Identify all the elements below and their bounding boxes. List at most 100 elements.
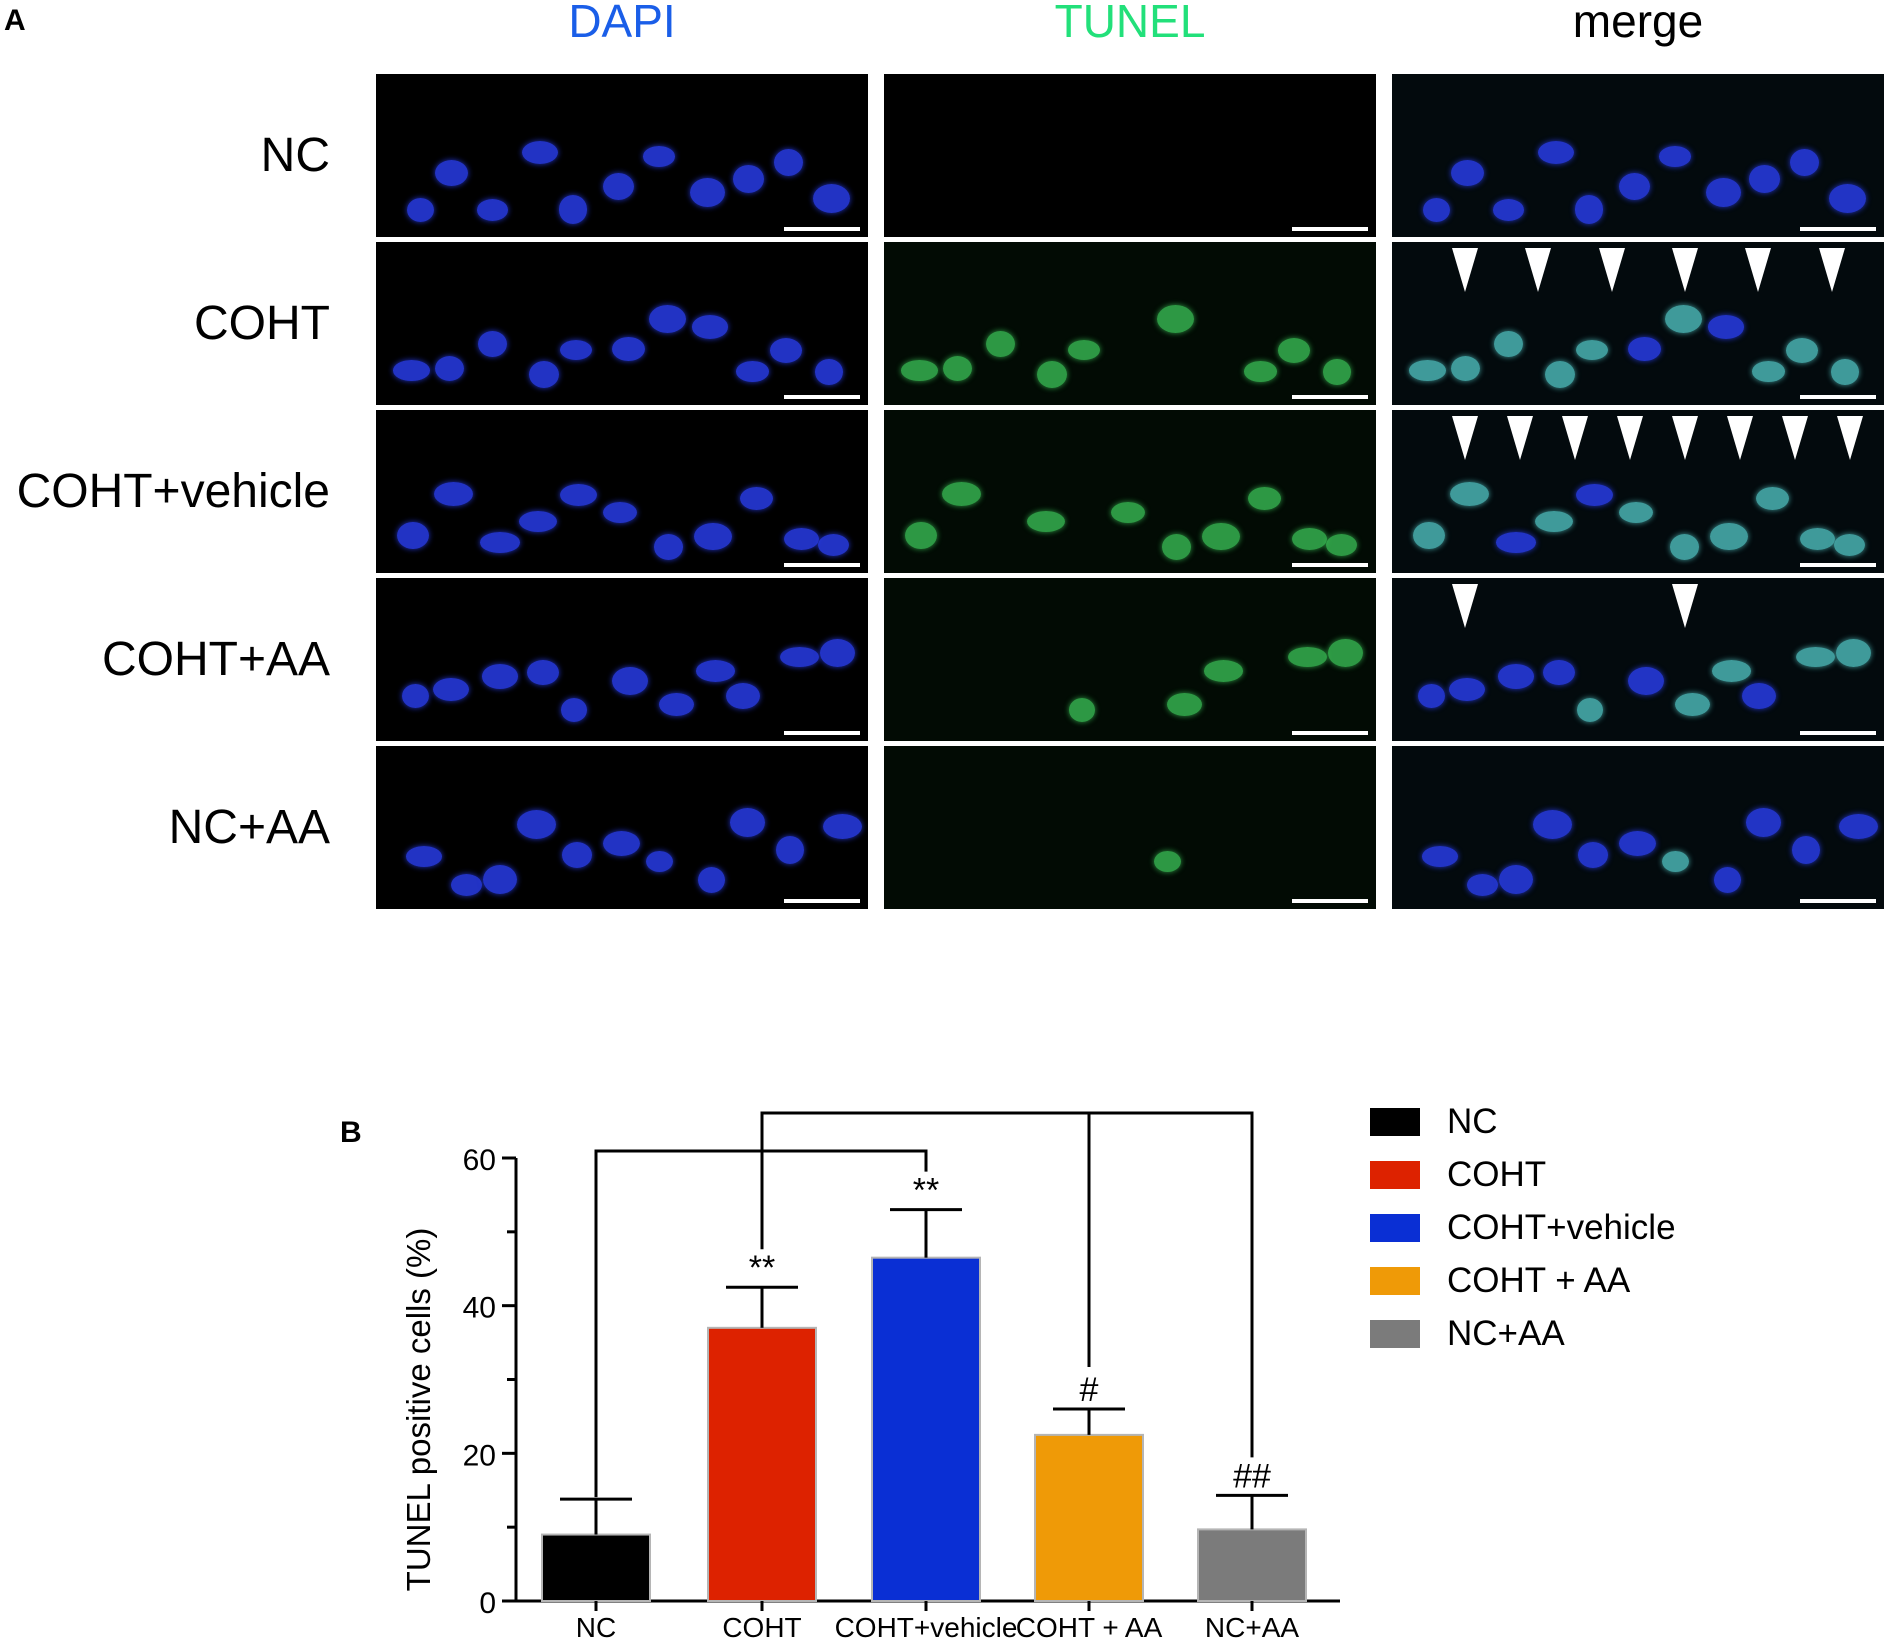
comparison-bracket-aa (760, 1111, 1254, 1458)
cell-nucleus (645, 851, 673, 873)
x-tick-label: NC+AA (1205, 1612, 1299, 1642)
row-label-coht-aa: COHT+AA (101, 633, 330, 686)
cell-nucleus (1287, 646, 1327, 668)
column-header-tunel: TUNEL (1054, 0, 1206, 47)
cell-nucleus (740, 486, 774, 511)
scale-bar (784, 899, 860, 903)
cell-nucleus (450, 874, 483, 897)
arrowhead-icon (1745, 248, 1772, 292)
cell-nucleus (1413, 522, 1445, 550)
cell-nucleus (1201, 522, 1240, 551)
arrowhead-icon (1452, 416, 1478, 460)
cell-nucleus (1037, 360, 1068, 388)
scale-bar (1800, 227, 1876, 231)
scale-bar (1800, 395, 1876, 399)
bar-1 (541, 1533, 651, 1603)
micrograph-dapi-5 (376, 746, 868, 909)
cell-nucleus (822, 813, 862, 839)
cell-nucleus (1706, 178, 1741, 208)
cell-nucleus (1711, 659, 1752, 682)
arrowhead-icon (1782, 416, 1808, 460)
scale-bar (1292, 227, 1368, 231)
cell-nucleus (697, 866, 725, 894)
cell-nucleus (1111, 501, 1146, 523)
cell-nucleus (1708, 315, 1745, 339)
micrograph-merge-5 (1392, 746, 1884, 909)
cell-nucleus (521, 141, 558, 165)
legend-swatch (1370, 1214, 1420, 1242)
cell-nucleus (1533, 809, 1573, 839)
cell-nucleus (729, 808, 765, 838)
cell-nucleus (1449, 482, 1490, 507)
cell-nucleus (732, 165, 764, 194)
legend-label: COHT + AA (1447, 1261, 1631, 1300)
arrowhead-icon (1452, 248, 1478, 292)
scale-bar (784, 563, 860, 567)
cell-nucleus (1161, 533, 1191, 560)
cell-nucleus (690, 178, 725, 208)
arrowhead-icon (1507, 416, 1533, 460)
panel-a-label: A (4, 4, 26, 37)
cell-nucleus (1799, 527, 1836, 551)
cell-nucleus (1709, 522, 1748, 551)
arrowhead-icon (1818, 248, 1845, 292)
cell-nucleus (770, 338, 803, 363)
cell-nucleus (1713, 866, 1741, 894)
cell-nucleus (1323, 359, 1351, 385)
y-tick-label: 20 (463, 1439, 496, 1472)
cell-nucleus (407, 198, 434, 223)
cell-nucleus (942, 355, 972, 382)
cell-nucleus (612, 666, 648, 695)
cell-nucleus (476, 199, 509, 222)
cell-nucleus (401, 684, 429, 709)
scale-bar (784, 227, 860, 231)
cell-nucleus (558, 195, 588, 224)
cell-nucleus (901, 360, 938, 381)
cell-nucleus (1069, 698, 1096, 722)
cell-nucleus (1791, 836, 1820, 865)
legend-swatch (1370, 1267, 1420, 1295)
scale-bar (1800, 563, 1876, 567)
arrowhead-icon (1598, 248, 1625, 292)
cell-nucleus (941, 482, 982, 507)
micrograph-dapi-3 (376, 410, 868, 573)
micrograph-tunel-2 (884, 242, 1376, 405)
cell-nucleus (1578, 842, 1609, 868)
arrowhead-icon (1562, 416, 1588, 460)
scale-bar (1800, 899, 1876, 903)
bar-5 (1197, 1528, 1307, 1603)
cell-nucleus (1752, 360, 1785, 382)
cell-nucleus (905, 522, 937, 550)
cell-nucleus (1745, 808, 1781, 838)
panel-b-label: B (340, 1116, 362, 1149)
micrograph-merge-4 (1392, 578, 1884, 741)
cell-nucleus (820, 638, 856, 668)
arrowhead-icon (1672, 584, 1698, 628)
bar-3 (871, 1256, 981, 1603)
cell-nucleus (813, 184, 851, 214)
cell-nucleus (1537, 141, 1574, 165)
legend-label: COHT+vehicle (1447, 1208, 1676, 1247)
cell-nucleus (1497, 663, 1535, 689)
y-tick-label: 0 (479, 1587, 496, 1620)
legend-label: NC+AA (1447, 1314, 1565, 1353)
cell-nucleus (1153, 851, 1181, 873)
cell-nucleus (1466, 874, 1499, 897)
cell-nucleus (653, 533, 683, 560)
cell-nucleus (603, 172, 635, 200)
cell-nucleus (1449, 678, 1485, 702)
cell-nucleus (612, 337, 645, 362)
cell-nucleus (1494, 330, 1523, 358)
arrowhead-icon (1672, 416, 1698, 460)
cell-nucleus (779, 646, 819, 668)
cell-nucleus (480, 532, 520, 553)
cell-nucleus (1027, 510, 1065, 532)
micrograph-merge-1 (1392, 74, 1884, 237)
row-label-coht-vehicle: COHT+vehicle (16, 465, 330, 518)
cell-nucleus (1423, 198, 1450, 223)
cell-nucleus (1543, 660, 1575, 686)
cell-nucleus (643, 146, 676, 167)
cell-nucleus (1838, 813, 1878, 839)
cell-nucleus (775, 836, 804, 865)
